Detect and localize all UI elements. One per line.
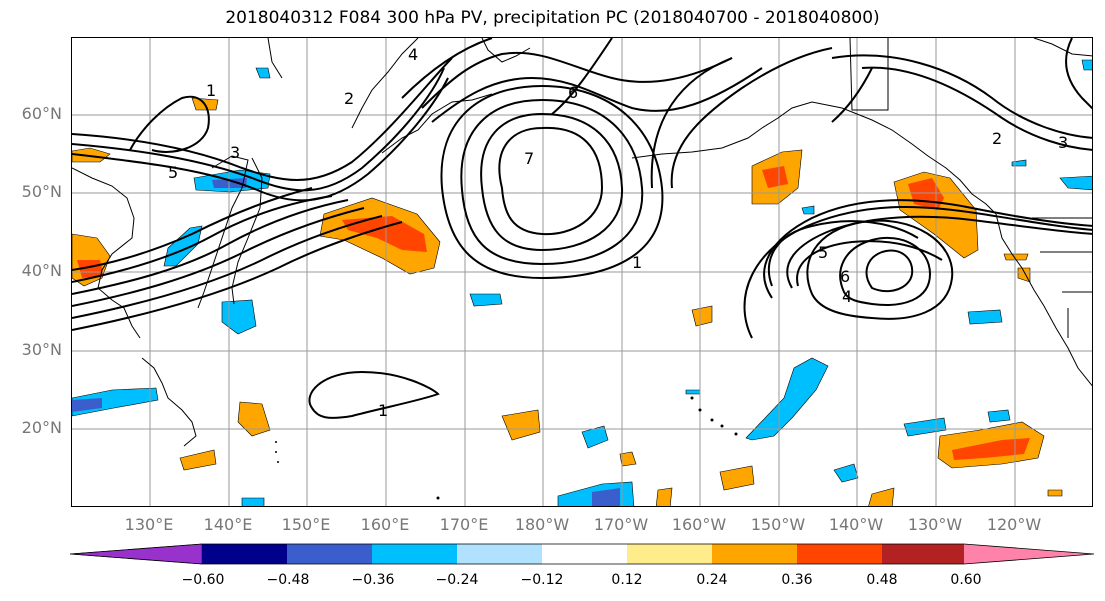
lon-label-160e: 160°E xyxy=(360,515,410,534)
colorbar-seg xyxy=(372,544,457,564)
lat-label-30n: 30°N xyxy=(21,340,62,359)
lon-label-160w: 160°W xyxy=(671,515,727,534)
colorbar-tick: 0.60 xyxy=(950,572,982,588)
lon-label-120w: 120°W xyxy=(986,515,1042,534)
colorbar-tick: −0.36 xyxy=(351,572,395,588)
map-panel[interactable]: 1 2 3 4 5 6 7 1 2 3 5 6 4 1 xyxy=(71,37,1093,507)
lat-label-60n: 60°N xyxy=(21,104,62,123)
contour-label: 1 xyxy=(378,401,388,420)
lon-label-150w: 150°W xyxy=(750,515,806,534)
pv-contours xyxy=(72,38,1092,419)
colorbar-tick: −0.60 xyxy=(181,572,225,588)
lon-label-130e: 130°E xyxy=(124,515,174,534)
coastlines xyxy=(72,38,1092,447)
contour-label: 2 xyxy=(344,89,354,108)
colorbar-seg xyxy=(542,544,627,564)
contour-label: 4 xyxy=(408,45,418,64)
colorbar-seg xyxy=(797,544,882,564)
map-gridlines xyxy=(72,38,1092,506)
colorbar-tick: 0.24 xyxy=(696,572,728,588)
contour-label: 5 xyxy=(818,243,828,262)
contour-label: 4 xyxy=(842,287,852,306)
map-canvas: 1 2 3 4 5 6 7 1 2 3 5 6 4 1 xyxy=(72,38,1092,506)
colorbar-seg xyxy=(287,544,372,564)
lat-label-40n: 40°N xyxy=(21,261,62,280)
contour-label: 2 xyxy=(992,129,1002,148)
colorbar xyxy=(70,543,1095,565)
colorbar-tick: −0.48 xyxy=(266,572,310,588)
lon-label-130w: 130°W xyxy=(907,515,963,534)
colorbar-tick: 0.48 xyxy=(866,572,898,588)
lon-label-140w: 140°W xyxy=(828,515,884,534)
lon-label-170e: 170°E xyxy=(439,515,489,534)
contour-label: 3 xyxy=(230,143,240,162)
island-dots xyxy=(275,396,738,500)
contour-label: 1 xyxy=(632,253,642,272)
lat-label-20n: 20°N xyxy=(21,418,62,437)
colorbar-tick: −0.12 xyxy=(520,572,564,588)
contour-label: 1 xyxy=(206,81,216,100)
contour-label: 5 xyxy=(168,163,178,182)
colorbar-seg xyxy=(964,544,1094,564)
contour-label: 6 xyxy=(840,267,850,286)
colorbar-seg xyxy=(712,544,797,564)
lon-label-140e: 140°E xyxy=(203,515,253,534)
map-title: 2018040312 F084 300 hPa PV, precipitatio… xyxy=(225,8,880,28)
colorbar-seg xyxy=(70,543,203,565)
lon-label-170w: 170°W xyxy=(593,515,649,534)
lon-label-150e: 150°E xyxy=(281,515,331,534)
colorbar-seg xyxy=(457,544,542,564)
contour-label: 6 xyxy=(568,83,578,102)
lon-label-180w: 180°W xyxy=(514,515,570,534)
colorbar-tick: 0.36 xyxy=(781,572,813,588)
colorbar-seg xyxy=(202,544,287,564)
contour-label: 7 xyxy=(524,149,534,168)
colorbar-tick: 0.12 xyxy=(611,572,643,588)
colorbar-seg xyxy=(882,544,964,564)
colorbar-seg xyxy=(627,544,712,564)
contour-label: 3 xyxy=(1058,133,1068,152)
colorbar-tick: −0.24 xyxy=(435,572,479,588)
lat-label-50n: 50°N xyxy=(21,182,62,201)
contour-labels: 1 2 3 4 5 6 7 1 2 3 5 6 4 1 xyxy=(168,45,1068,420)
